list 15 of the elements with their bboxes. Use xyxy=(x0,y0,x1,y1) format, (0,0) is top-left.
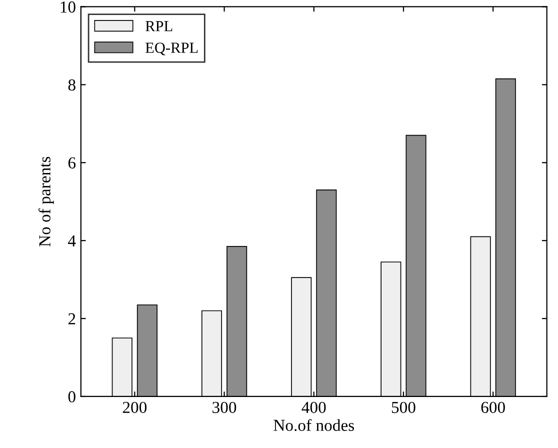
y-tick-label: 0 xyxy=(68,391,76,402)
legend-label: RPL xyxy=(146,21,172,32)
x-tick-label: 500 xyxy=(392,402,416,414)
x-tick-label: 600 xyxy=(481,402,505,414)
y-axis-title: No of parents xyxy=(38,156,54,246)
x-tick-label: 300 xyxy=(212,402,236,414)
y-tick-label: 4 xyxy=(68,235,76,246)
x-axis-title: No.of nodes xyxy=(274,419,354,432)
x-tick-label: 400 xyxy=(302,402,326,414)
legend-label: EQ-RPL xyxy=(146,42,198,56)
y-tick-label: 6 xyxy=(68,157,76,169)
y-tick-label: 2 xyxy=(68,313,76,324)
y-tick-label: 10 xyxy=(60,1,76,13)
x-tick-label: 200 xyxy=(122,402,147,414)
y-tick-label: 8 xyxy=(68,79,76,91)
